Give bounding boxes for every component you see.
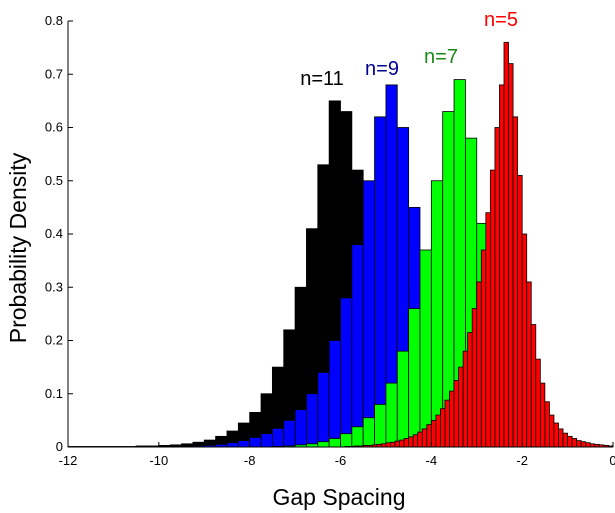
bar xyxy=(517,175,523,448)
bar xyxy=(394,440,400,448)
bar xyxy=(539,382,546,448)
x-tick-label: 0 xyxy=(609,453,615,468)
y-tick-label: 0.6 xyxy=(45,120,63,135)
bar xyxy=(385,382,398,448)
x-tick-label: -12 xyxy=(59,453,78,468)
bar xyxy=(535,358,541,448)
bar xyxy=(444,399,450,448)
y-tick-label: 0.3 xyxy=(45,279,63,294)
bar xyxy=(317,372,330,448)
x-tick-label: -6 xyxy=(335,453,347,468)
y-tick-label: 0.1 xyxy=(45,386,63,401)
bar xyxy=(260,433,273,448)
bar xyxy=(351,244,364,448)
bar xyxy=(374,403,387,448)
bar xyxy=(412,434,419,448)
bar xyxy=(226,442,239,448)
bar xyxy=(362,180,375,448)
bar xyxy=(512,116,519,448)
series-label-n=9: n=9 xyxy=(365,58,399,80)
bar xyxy=(571,438,578,448)
bar xyxy=(328,340,341,448)
bar xyxy=(562,432,568,448)
bar xyxy=(385,442,391,448)
bar xyxy=(417,431,423,448)
bar xyxy=(471,308,478,448)
bar xyxy=(476,281,482,448)
y-tick-label: 0.7 xyxy=(45,66,63,81)
bar xyxy=(317,441,330,448)
bar xyxy=(553,422,559,448)
bar xyxy=(585,442,591,448)
bar xyxy=(567,435,573,448)
bar xyxy=(480,249,487,448)
bar xyxy=(249,437,262,448)
bar xyxy=(499,84,505,448)
bars-layer xyxy=(67,41,614,448)
series-label-n=7: n=7 xyxy=(424,46,458,68)
bar xyxy=(521,233,528,448)
bar xyxy=(544,401,550,448)
bar xyxy=(306,393,319,448)
bar xyxy=(271,427,285,448)
bar xyxy=(458,366,464,448)
bar xyxy=(440,408,446,448)
bar xyxy=(408,436,414,448)
bar xyxy=(430,180,444,448)
bar xyxy=(485,212,491,448)
bar xyxy=(453,380,459,448)
bar xyxy=(435,414,441,448)
bar xyxy=(489,169,496,448)
bar xyxy=(576,440,582,448)
y-tick-label: 0.8 xyxy=(45,13,63,28)
x-tick-label: -8 xyxy=(244,453,256,468)
bar xyxy=(396,350,410,448)
bar xyxy=(408,308,421,448)
x-axis-label: Gap Spacing xyxy=(273,484,406,510)
x-tick-label: -4 xyxy=(426,453,438,468)
bar xyxy=(430,419,437,448)
bar xyxy=(328,438,341,448)
y-tick-label: 0.2 xyxy=(45,333,63,348)
y-axis-label: Probability Density xyxy=(5,152,31,343)
bar xyxy=(508,63,514,448)
bar xyxy=(399,439,405,448)
bar xyxy=(426,424,432,448)
bar xyxy=(374,116,387,448)
y-tick-label: 0 xyxy=(56,439,63,454)
bar xyxy=(558,428,564,448)
bar xyxy=(362,417,375,448)
series-label-n=5: n=5 xyxy=(484,9,518,31)
bar xyxy=(340,297,353,448)
series-labels-layer: n=11 n=9 n=7 n=5 xyxy=(300,9,518,90)
bar xyxy=(351,426,364,448)
bar xyxy=(237,440,251,448)
bar xyxy=(549,414,555,448)
x-tick-label: -2 xyxy=(516,453,528,468)
bar xyxy=(294,409,307,448)
y-tick-label: 0.4 xyxy=(45,226,63,241)
bar xyxy=(340,433,353,448)
bar xyxy=(419,249,432,448)
x-tick-label: -10 xyxy=(149,453,168,468)
axes-layer: -12 -10 -8 -6 -4 -2 0 0 0.1 0.2 0.3 0.4 0.5 0.6 0.7 0.8 xyxy=(45,13,615,468)
bar xyxy=(403,438,410,448)
y-tick-label: 0.5 xyxy=(45,173,63,188)
bar xyxy=(526,281,532,448)
bar xyxy=(421,428,428,448)
bar xyxy=(462,350,469,448)
bar xyxy=(494,127,500,448)
bar xyxy=(449,390,455,448)
bar xyxy=(390,441,396,448)
bar xyxy=(580,441,587,448)
bar xyxy=(467,332,473,448)
bar xyxy=(283,419,296,448)
bar xyxy=(530,324,537,448)
series-label-n=11: n=11 xyxy=(300,68,344,90)
bar xyxy=(503,41,509,448)
